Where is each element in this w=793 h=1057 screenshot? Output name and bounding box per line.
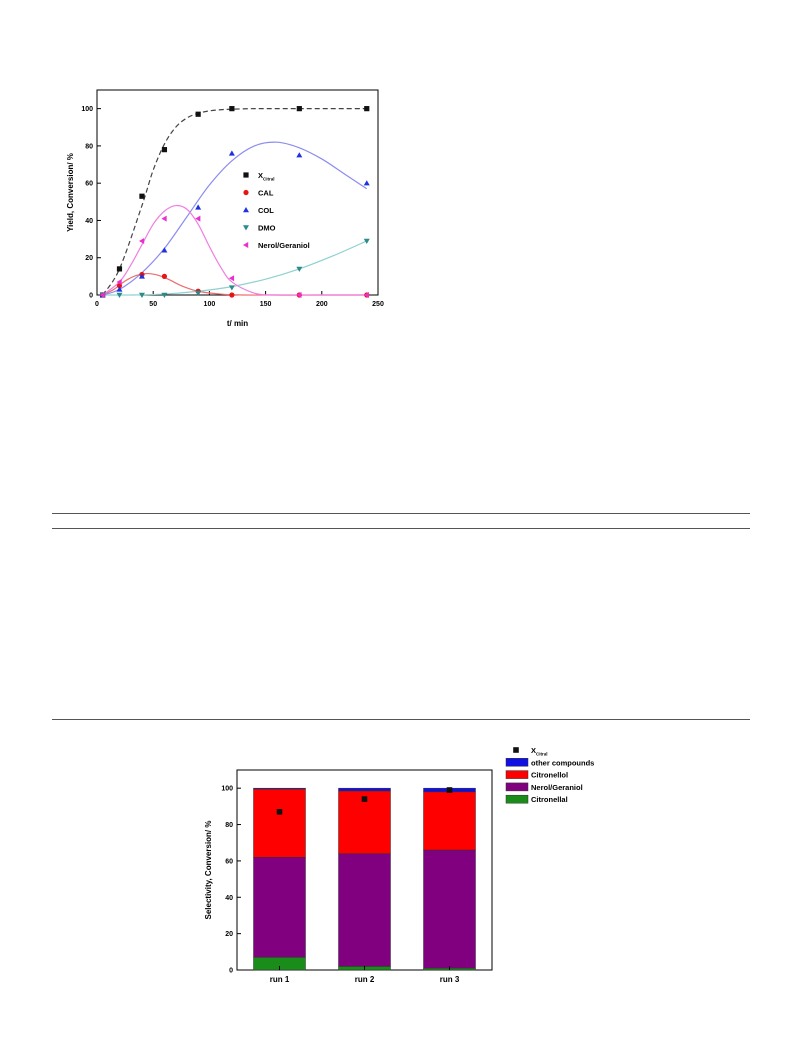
data-point-col [228, 150, 235, 156]
data-point-cal [229, 292, 235, 298]
legend-label-col: COL [258, 206, 274, 215]
fit-curve-dmo [102, 240, 368, 296]
legend-label-citronellol: Citronellol [531, 771, 568, 780]
y-tick-label: 20 [85, 255, 93, 262]
conversion-point [361, 796, 368, 802]
data-point-col [195, 204, 202, 210]
data-point-nerol-geraniol [296, 292, 302, 298]
bar-segment-nerol-geraniol [423, 849, 476, 969]
bar-segment-other-compounds [253, 787, 306, 790]
legend-swatch-other-compounds [505, 758, 529, 767]
fit-curve-nerol-geraniol [102, 204, 367, 296]
y-tick-label: 80 [85, 143, 93, 150]
data-point-col [138, 273, 145, 279]
data-point-dmo [138, 292, 145, 298]
data-point-cal [161, 273, 168, 279]
x-tick-label: 100 [204, 301, 216, 308]
conversion-point [276, 809, 283, 815]
legend-label-nerol-geraniol: Nerol/Geraniol [531, 783, 583, 792]
legend-label-dmo: DMO [258, 224, 276, 233]
data-point-nerol-geraniol [363, 292, 369, 298]
legend-label-x: XCitral [258, 171, 275, 182]
data-point-x [161, 147, 168, 153]
legend-marker-x [243, 172, 249, 178]
data-point-nerol-geraniol [138, 237, 145, 244]
data-point-nerol-geraniol [116, 278, 122, 285]
legend-swatch-citronellal [505, 794, 529, 804]
data-point-nerol-geraniol [195, 215, 201, 222]
legend-marker-cal [243, 189, 249, 196]
data-point-col [363, 180, 370, 186]
y-tick-label: 60 [225, 858, 233, 865]
y-tick-label: 60 [85, 181, 93, 188]
legend-subscript: Citral [536, 752, 548, 757]
legend-swatch-citronellol [505, 770, 529, 779]
x-axis-title: t/ min [227, 319, 248, 328]
data-point-x [116, 266, 123, 272]
data-point-dmo [116, 292, 123, 298]
x-tick-label: 250 [372, 301, 384, 308]
legend-label-cal: CAL [258, 189, 274, 198]
yield-conversion-chart: 0 50 100 150 200 250 0 20 40 60 80 100 t/ min Yield, … [66, 89, 384, 328]
data-point-dmo [228, 285, 235, 291]
data-point-col [296, 152, 303, 158]
y-tick-label: 100 [221, 786, 233, 793]
bar-segment-nerol-geraniol [338, 853, 391, 967]
plot-frame [96, 89, 379, 296]
data-point-x [139, 193, 145, 199]
table-rule-bottom [52, 719, 750, 720]
data-point-nerol-geraniol [99, 292, 105, 298]
legend-label-conversion: XCitral [531, 746, 548, 757]
category-label: run 2 [355, 975, 375, 984]
y-tick-label: 0 [229, 968, 233, 975]
data-point-nerol-geraniol [161, 215, 167, 222]
data-point-x [195, 111, 201, 117]
legend-swatch-nerol-geraniol [505, 782, 529, 792]
legend-marker-col [243, 207, 249, 213]
y-tick-label: 20 [225, 931, 233, 938]
conversion-point [446, 787, 453, 793]
legend-label-other-compounds: other compounds [531, 758, 594, 767]
bar-segment-citronellol [423, 791, 476, 851]
selectivity-conversion-chart: 0 20 40 60 80 100 Selectivity, Conversion/ % ru… [204, 746, 594, 984]
bar-segment-nerol-geraniol [253, 857, 306, 958]
y-tick-label: 80 [225, 822, 233, 829]
data-point-x [229, 106, 235, 112]
legend-subscript: Citral [263, 177, 275, 182]
data-point-dmo [161, 292, 168, 298]
y-tick-label: 40 [225, 895, 233, 902]
table-rule-header [52, 528, 750, 529]
data-point-dmo [195, 290, 202, 297]
x-tick-label: 50 [149, 301, 157, 308]
y-axis-title: Yield, Conversion/ % [66, 153, 75, 232]
data-point-dmo [296, 266, 303, 272]
y-tick-label: 40 [85, 218, 93, 225]
fit-curve-x [102, 107, 367, 296]
data-point-dmo [363, 238, 370, 244]
y-axis-title: Selectivity, Conversion/ % [204, 821, 213, 920]
category-label: run 3 [440, 975, 460, 984]
legend-label-citronellal: Citronellal [531, 795, 568, 804]
data-point-x [296, 106, 302, 112]
y-tick-label: 100 [81, 106, 93, 113]
bar-segment-citronellol [253, 788, 306, 858]
x-tick-label: 0 [95, 301, 99, 308]
data-point-col [161, 247, 168, 253]
category-label: run 1 [270, 975, 290, 984]
bar-segment-other-compounds [338, 787, 391, 792]
legend-marker-nerol-geraniol [243, 242, 249, 248]
data-point-col [116, 286, 123, 292]
x-tick-label: 150 [260, 301, 272, 308]
data-point-x [364, 106, 370, 112]
y-tick-label: 0 [89, 293, 93, 300]
data-point-nerol-geraniol [228, 275, 235, 282]
legend-label-nerol-geraniol: Nerol/Geraniol [258, 241, 310, 250]
table-rule-top [52, 513, 750, 514]
legend-marker-dmo [243, 225, 249, 231]
x-tick-label: 200 [316, 301, 328, 308]
legend-marker-conversion [513, 747, 519, 753]
